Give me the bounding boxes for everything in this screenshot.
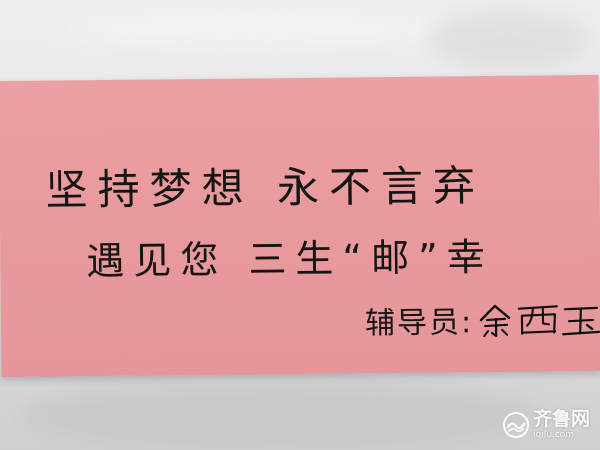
- wave-logo-icon: [502, 412, 529, 438]
- watermark-url: iqilu.com: [532, 430, 574, 440]
- motto-line-1: 坚持梦想 永不言弃: [45, 161, 486, 215]
- watermark-name: 齐鲁网: [532, 408, 590, 430]
- pink-paper-card: 坚持梦想 永不言弃 遇见您 三生“邮”幸 辅导员:: [0, 74, 600, 378]
- cloth-fold: [430, 10, 590, 70]
- counselor-label: 辅导员:: [364, 305, 474, 342]
- signature-row: 辅导员:: [365, 296, 600, 342]
- site-watermark: 齐鲁网 iqilu.com: [502, 408, 590, 440]
- handwritten-signature: [479, 304, 600, 338]
- cloth-shadow: [20, 380, 540, 450]
- motto-line-2: 遇见您 三生“邮”幸: [86, 234, 495, 284]
- cloth-highlight: [60, 8, 440, 48]
